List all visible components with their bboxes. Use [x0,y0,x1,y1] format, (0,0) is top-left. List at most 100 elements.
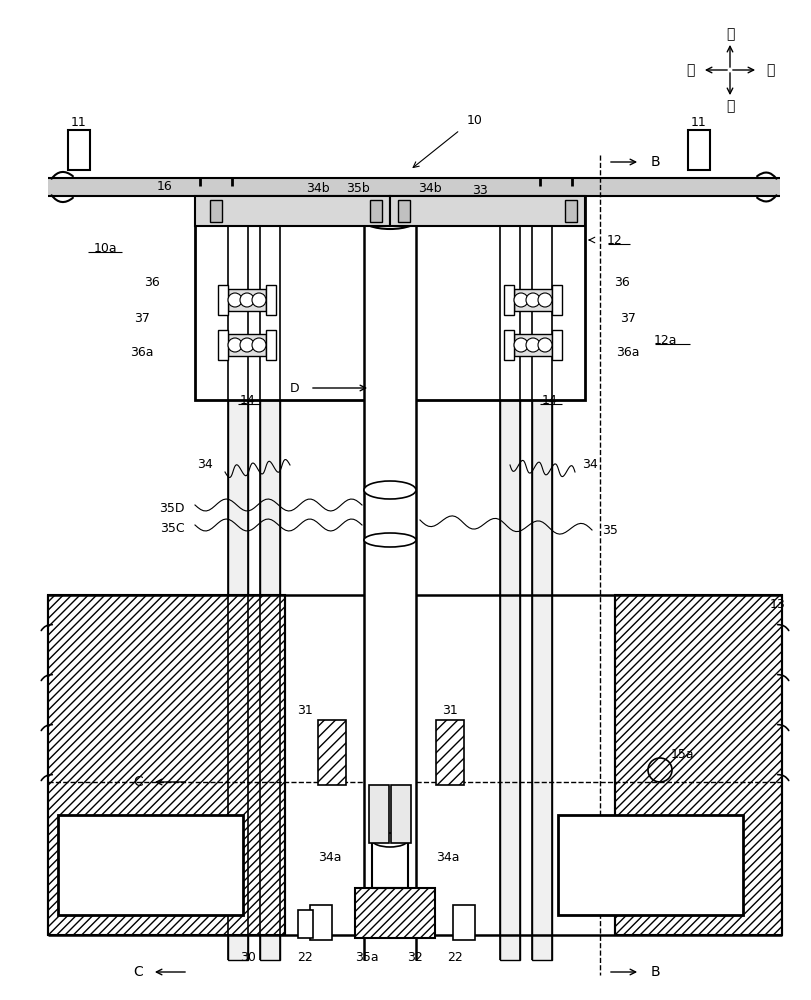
Bar [368,785,388,843]
Text: 37: 37 [620,312,635,324]
Circle shape [526,293,539,307]
Bar [504,330,513,360]
Text: 10: 10 [466,114,483,127]
Ellipse shape [361,207,418,229]
Circle shape [513,293,527,307]
Bar [48,178,779,196]
Text: 31: 31 [297,704,312,716]
Circle shape [526,338,539,352]
Text: 36a: 36a [130,346,153,359]
Bar [557,815,742,915]
Text: 12: 12 [607,233,622,246]
Bar [389,196,584,226]
Bar [260,196,280,960]
Text: 34: 34 [581,458,597,472]
Bar [298,910,312,938]
Text: 14: 14 [542,393,557,406]
Text: 34: 34 [197,458,212,472]
Bar [513,289,551,311]
Text: 35b: 35b [345,182,370,195]
Circle shape [513,338,527,352]
Text: 35C: 35C [161,522,185,534]
Circle shape [228,338,242,352]
Bar [513,334,551,356]
Ellipse shape [371,833,407,847]
Bar [687,130,709,170]
Bar [370,200,381,222]
Text: D: D [290,212,299,225]
Bar [397,200,410,222]
Text: 右: 右 [685,63,693,77]
Text: 上: 上 [725,27,733,41]
Text: 36a: 36a [616,346,639,359]
Bar [614,595,781,935]
Circle shape [538,293,551,307]
Text: B: B [650,965,659,979]
Text: 37: 37 [134,312,150,324]
Text: 34a: 34a [318,851,341,864]
Bar [504,285,513,315]
Circle shape [251,293,266,307]
Bar [453,905,474,940]
Bar [217,330,228,360]
Text: 15: 15 [139,848,157,862]
Text: D: D [290,381,299,394]
Bar [195,196,389,400]
Bar [266,285,276,315]
Text: 15: 15 [635,848,653,862]
Bar [318,720,345,785]
Text: C: C [133,965,143,979]
Bar [228,289,266,311]
Text: 34b: 34b [306,182,329,195]
Text: 22: 22 [447,951,462,964]
Ellipse shape [363,533,415,547]
Bar [551,285,561,315]
Text: 35: 35 [601,524,617,536]
Circle shape [240,293,254,307]
Text: 10a: 10a [93,241,117,254]
Text: 22: 22 [297,951,312,964]
Text: 35D: 35D [159,502,185,514]
Bar [310,905,332,940]
Bar [210,200,221,222]
Text: 16: 16 [157,180,173,193]
Text: 34a: 34a [436,851,459,864]
Circle shape [228,293,242,307]
Text: 13: 13 [769,598,785,611]
Text: 36: 36 [144,275,160,288]
Text: 31: 31 [441,704,457,716]
Text: 33: 33 [471,184,487,197]
Bar [564,200,577,222]
Text: 下: 下 [725,99,733,113]
Text: 15a: 15a [669,748,693,762]
Bar [217,285,228,315]
Bar [551,330,561,360]
Bar [228,196,247,960]
Text: 12a: 12a [652,334,676,347]
Text: B: B [650,155,659,169]
Bar [195,196,389,226]
Text: 32: 32 [406,951,423,964]
Text: 14: 14 [240,393,255,406]
Circle shape [538,338,551,352]
Text: 左: 左 [765,63,773,77]
Bar [266,330,276,360]
Text: 36: 36 [613,275,629,288]
Text: 11: 11 [690,116,706,129]
Text: 30: 30 [240,951,255,964]
Ellipse shape [363,481,415,499]
Bar [500,196,519,960]
Text: 11: 11 [71,116,87,129]
Bar [391,785,410,843]
Bar [436,720,463,785]
Bar [228,334,266,356]
Bar [389,196,584,400]
Circle shape [251,338,266,352]
Text: C: C [133,775,143,789]
Bar [354,888,435,938]
Circle shape [240,338,254,352]
Text: 34b: 34b [418,182,441,195]
Bar [363,200,415,960]
Text: 35a: 35a [354,951,379,964]
Bar [531,196,551,960]
